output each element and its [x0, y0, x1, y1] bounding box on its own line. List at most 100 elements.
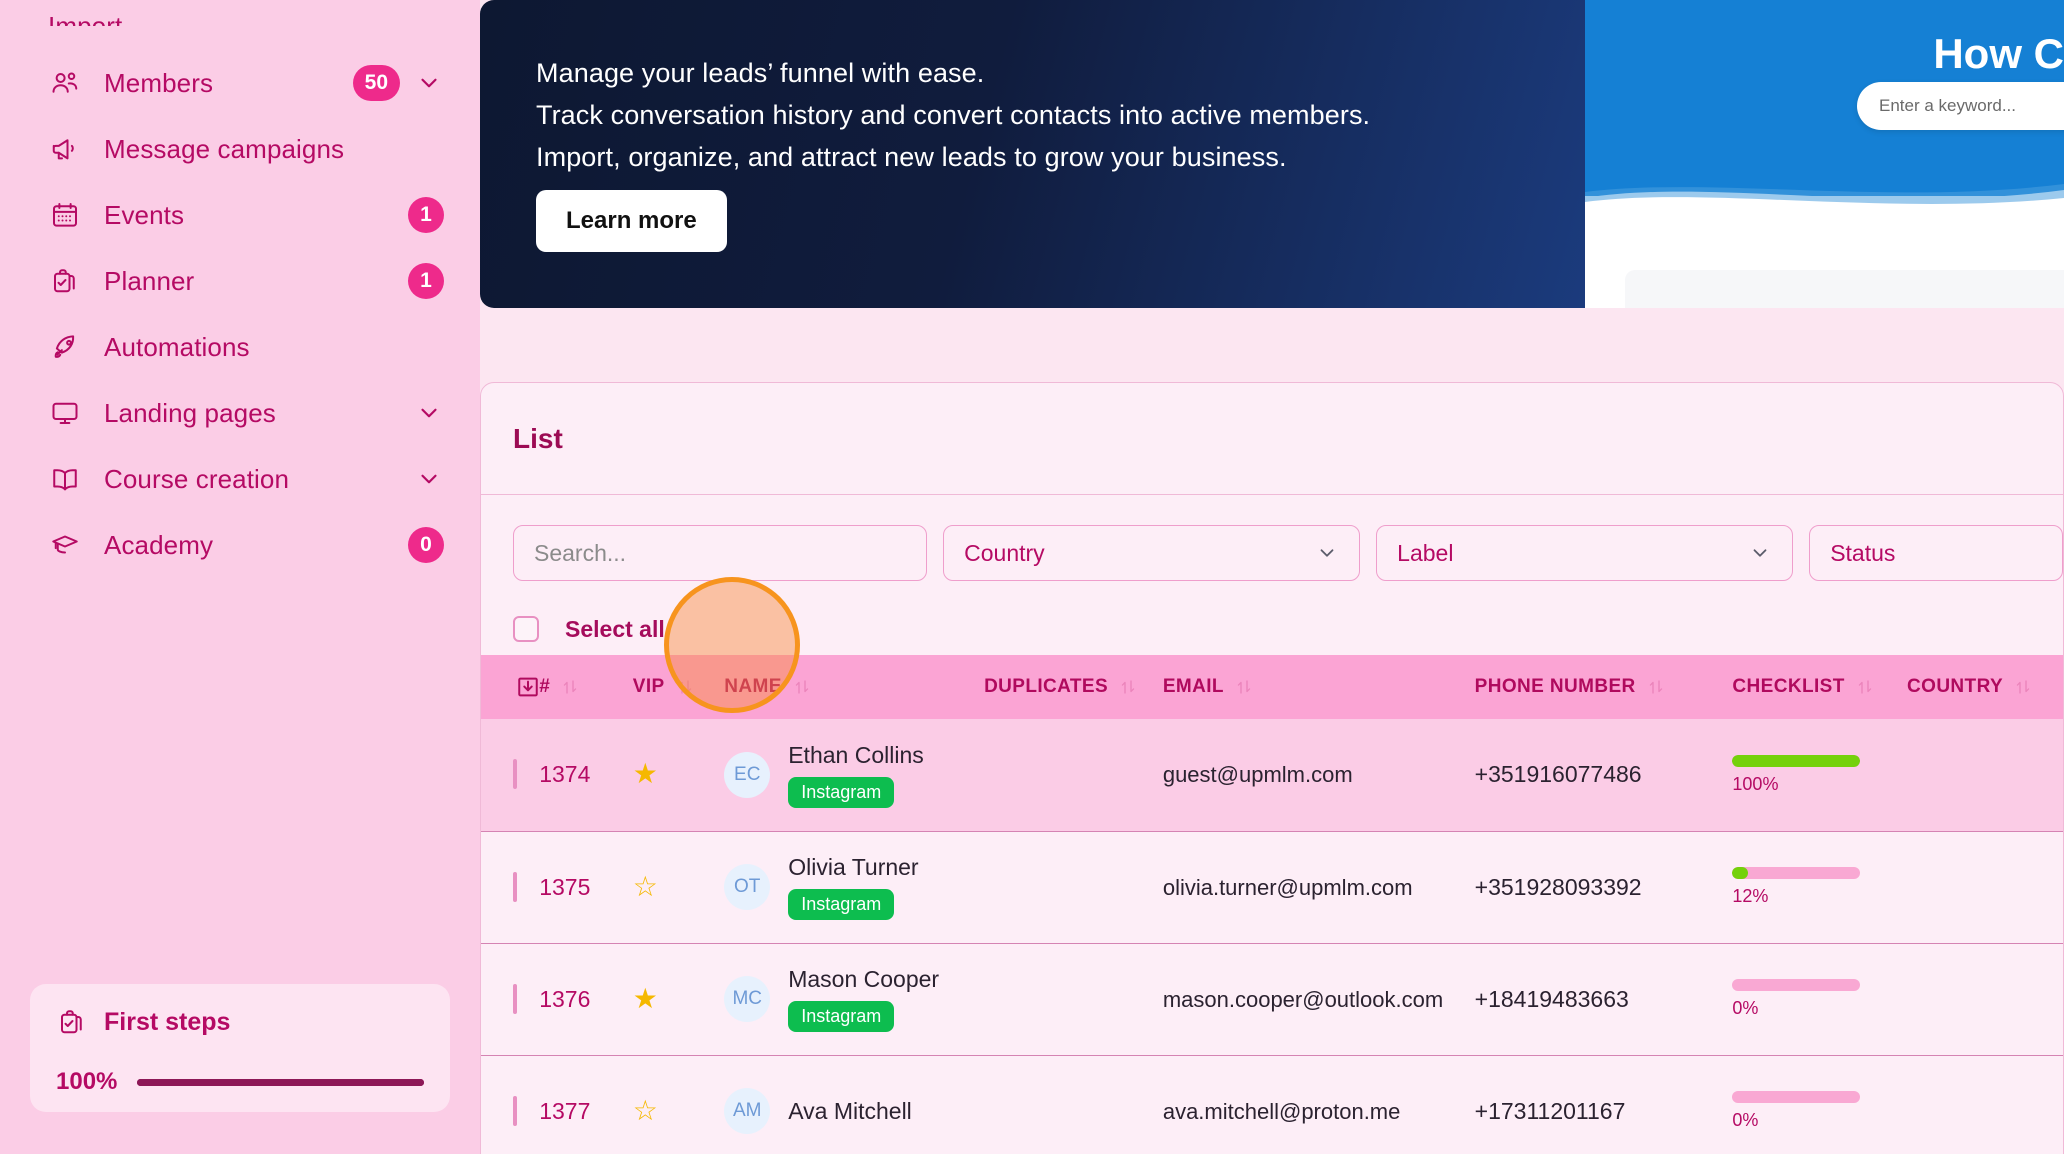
column-country[interactable]: COUNTRY	[1907, 655, 2063, 719]
country-select[interactable]: Country	[943, 525, 1361, 581]
preview-wave	[1585, 184, 2064, 216]
first-steps-percent: 100%	[56, 1068, 118, 1095]
sort-icon[interactable]	[792, 676, 812, 698]
row-vip-star[interactable]: ★	[633, 943, 724, 1055]
page-title: List	[513, 422, 563, 454]
list-header: List	[481, 383, 2063, 495]
clipboard-check-icon	[56, 1006, 88, 1038]
row-duplicates	[984, 943, 1163, 1055]
table-row[interactable]: 1377 ☆ AM Ava Mitchell ava.mitchell@proton.m…	[481, 1055, 2063, 1154]
sidebar-item-landing-pages[interactable]: Landing pages	[0, 380, 480, 446]
members-table: # VIP NAME DUPLICATES	[481, 655, 2063, 1154]
column-export[interactable]	[481, 655, 539, 719]
row-email: guest@upmlm.com	[1162, 762, 1353, 788]
preview-search-input[interactable]: Enter a keyword...	[1857, 82, 2064, 130]
table-row[interactable]: 1374 ★ EC Ethan Collins Instagram guest@upmlm…	[481, 719, 2063, 831]
row-checklist: 100%	[1732, 719, 1907, 831]
sidebar-item-academy[interactable]: Academy 0	[0, 512, 480, 578]
sort-icon[interactable]	[1855, 676, 1875, 698]
table-row[interactable]: 1376 ★ MC Mason Cooper Instagram mason.cooper…	[481, 943, 2063, 1055]
chevron-down-icon[interactable]	[414, 68, 444, 98]
sidebar-item-import[interactable]: Import	[0, 0, 480, 26]
sidebar-badge-members: 50	[352, 65, 400, 101]
row-checkbox[interactable]	[513, 983, 517, 1014]
graduation-cap-icon	[48, 528, 82, 562]
star-icon[interactable]: ☆	[632, 870, 658, 902]
sidebar-item-planner[interactable]: Planner 1	[0, 248, 480, 314]
status-select-label: Status	[1830, 539, 1896, 566]
sort-icon[interactable]	[560, 676, 580, 698]
sort-icon[interactable]	[1118, 676, 1138, 698]
row-vip-star[interactable]: ☆	[633, 831, 724, 943]
column-vip-label: VIP	[632, 676, 665, 697]
row-country	[1907, 719, 2063, 831]
column-name[interactable]: NAME	[724, 655, 984, 719]
row-checkbox[interactable]	[513, 871, 517, 902]
search-input[interactable]: Search...	[513, 525, 928, 581]
members-icon	[48, 66, 82, 100]
chevron-down-icon[interactable]	[414, 398, 444, 428]
sidebar-item-label: Import	[48, 11, 123, 26]
row-checkbox-cell[interactable]	[481, 831, 539, 943]
row-number: 1374	[539, 761, 591, 788]
sidebar-item-course-creation[interactable]: Course creation	[0, 446, 480, 512]
select-all-checkbox[interactable]	[513, 616, 539, 642]
status-select[interactable]: Status	[1809, 525, 2063, 581]
row-checklist: 12%	[1732, 831, 1907, 943]
checklist-percent: 12%	[1732, 886, 1769, 906]
row-checkbox-cell[interactable]	[481, 1055, 539, 1154]
sort-icon[interactable]	[2013, 676, 2033, 698]
column-name-label: NAME	[724, 676, 782, 697]
megaphone-icon	[48, 132, 82, 166]
row-checkbox-cell[interactable]	[481, 943, 539, 1055]
avatar: AM	[724, 1088, 771, 1134]
column-checklist[interactable]: CHECKLIST	[1732, 655, 1907, 719]
clipboard-check-icon	[48, 264, 82, 298]
sidebar-item-automations[interactable]: Automations	[0, 314, 480, 380]
column-vip[interactable]: VIP	[633, 655, 724, 719]
sidebar-item-message-campaigns[interactable]: Message campaigns	[0, 116, 480, 182]
sidebar-item-members[interactable]: Members 50	[0, 50, 480, 116]
row-name-cell[interactable]: MC Mason Cooper Instagram	[724, 943, 984, 1055]
row-phone: +351928093392	[1474, 873, 1642, 900]
column-email[interactable]: EMAIL	[1163, 655, 1475, 719]
learn-more-button[interactable]: Learn more	[536, 190, 727, 252]
star-icon[interactable]: ★	[632, 982, 658, 1014]
row-source-tag: Instagram	[788, 776, 895, 808]
sort-icon[interactable]	[1646, 676, 1666, 698]
sort-icon[interactable]	[675, 676, 695, 698]
checklist-percent: 100%	[1732, 773, 1779, 794]
sort-icon[interactable]	[1234, 676, 1254, 698]
row-email: olivia.turner@upmlm.com	[1162, 874, 1413, 900]
column-duplicates[interactable]: DUPLICATES	[984, 655, 1163, 719]
download-icon[interactable]	[513, 672, 543, 702]
sidebar-badge-events: 1	[408, 197, 444, 233]
star-icon[interactable]: ☆	[632, 1094, 658, 1126]
row-checklist: 0%	[1732, 1055, 1907, 1154]
monitor-icon	[48, 396, 82, 430]
column-phone[interactable]: PHONE NUMBER	[1475, 655, 1733, 719]
row-checkbox-cell[interactable]	[481, 719, 539, 831]
row-checkbox[interactable]	[513, 759, 517, 790]
sidebar-item-label: Landing pages	[104, 397, 276, 428]
avatar: EC	[724, 751, 771, 798]
row-checkbox[interactable]	[513, 1095, 517, 1126]
star-icon[interactable]: ★	[632, 758, 658, 790]
row-phone: +18419483663	[1474, 985, 1629, 1012]
checklist-progress-track	[1732, 754, 1861, 767]
row-name-cell[interactable]: OT Olivia Turner Instagram	[724, 831, 984, 943]
first-steps-title: First steps	[104, 1007, 231, 1036]
row-vip-star[interactable]: ★	[633, 719, 724, 831]
checklist-percent: 0%	[1732, 1110, 1759, 1130]
label-select[interactable]: Label	[1376, 525, 1794, 581]
book-open-icon	[48, 462, 82, 496]
row-name-cell[interactable]: AM Ava Mitchell	[724, 1055, 984, 1154]
rocket-icon	[48, 330, 82, 364]
column-number[interactable]: #	[539, 655, 633, 719]
row-vip-star[interactable]: ☆	[633, 1055, 724, 1154]
sidebar-item-events[interactable]: Events 1	[0, 182, 480, 248]
first-steps-card[interactable]: First steps 100%	[30, 984, 450, 1112]
row-name-cell[interactable]: EC Ethan Collins Instagram	[724, 719, 984, 831]
table-row[interactable]: 1375 ☆ OT Olivia Turner Instagram olivia.turn…	[481, 831, 2063, 943]
chevron-down-icon[interactable]	[414, 464, 444, 494]
